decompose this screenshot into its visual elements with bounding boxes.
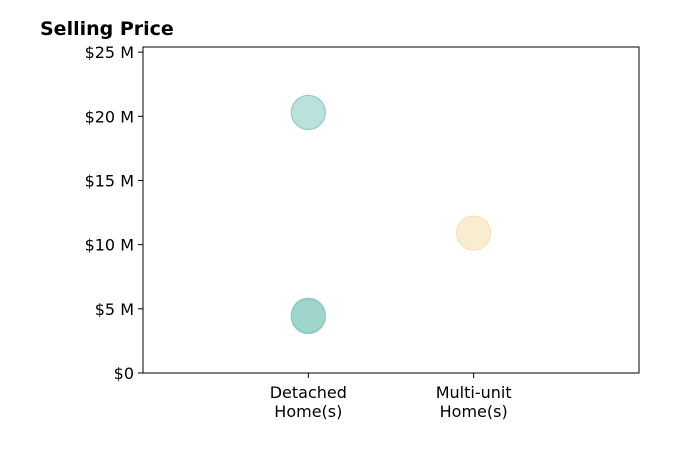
y-tick-label: $10 M	[85, 236, 134, 255]
data-points	[290, 94, 492, 335]
chart-title: Selling Price	[40, 18, 174, 40]
y-tick-label: $5 M	[95, 300, 134, 319]
data-point	[456, 215, 492, 251]
y-tick-label: $25 M	[85, 43, 134, 62]
plot-area-frame	[142, 46, 640, 374]
y-tick-label: $15 M	[85, 171, 134, 190]
x-axis: Detached Home(s) Multi-unit Home(s)	[270, 373, 512, 421]
x-category-label: Multi-unit Home(s)	[436, 383, 512, 421]
y-tick-label: $20 M	[85, 107, 134, 126]
x-category-label: Detached Home(s)	[270, 383, 347, 421]
y-tick-label: $0	[114, 364, 134, 383]
data-point	[290, 94, 326, 131]
data-point	[290, 298, 326, 335]
y-axis: $0 $5 M $10 M $15 M $20 M $25 M	[85, 43, 143, 383]
